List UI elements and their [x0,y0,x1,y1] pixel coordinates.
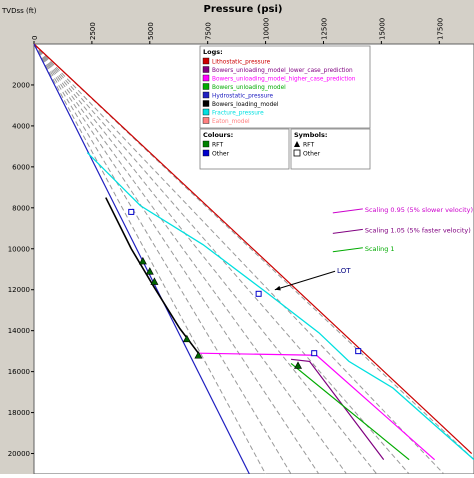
logs-legend-label: Bowers_loading_model [212,102,279,108]
y-tick-label: 10000 [8,245,30,253]
logs-legend-label: Bowers_unloading_model_higher_case_predi… [212,77,356,83]
scaling-label: Scaling 1 [365,245,395,253]
trend-line [33,43,292,475]
x-tick-label: 2500 [89,22,97,40]
rft-point [182,334,191,343]
rft-point [150,277,159,285]
trend-line [33,43,267,475]
scaling-label: Scaling 0.95 (5% slower velocity) [365,206,473,214]
logs-legend-label: Fracture_pressure [212,111,264,117]
symbols-legend-box [290,128,371,170]
colours-legend-label: Other [212,151,230,158]
scaling-leader [332,228,363,234]
y-tick-label: 14000 [8,327,30,335]
colours-legend-swatch [202,149,210,157]
logs-legend-swatch [202,74,210,82]
symbols-legend-label: Other [303,151,321,158]
rft-point [138,256,147,265]
logs-legend-swatch [202,83,210,90]
x-tick-label: 5000 [147,22,155,40]
logs-legend-label: Hydrostatic_pressure [212,94,274,100]
chart-title: Pressure (psi) [204,4,283,15]
series-line-lithostatic-pressure [33,43,473,454]
series-line-fracture-pressure [86,152,474,461]
logs-legend-label: Eaton_model [212,119,250,125]
other-point [255,290,262,297]
rft-point [293,361,303,369]
symbols-legend-label: RFT [303,142,315,149]
lot-arrow-head [274,285,281,291]
logs-legend-label: Lithostatic_pressure [212,60,271,66]
colours-legend-label: RFT [212,142,224,149]
x-tick-label: 10000 [263,18,271,40]
x-tick-label: 0 [31,36,39,40]
scaling-leader [332,208,363,214]
logs-legend-swatch [202,117,210,124]
logs-legend-box [199,45,371,129]
series-line-hydrostatic-pressure [33,43,250,475]
y-axis-label: TVDss (ft) [1,7,37,15]
scaling-leader [332,247,363,253]
rft-point [194,351,203,359]
y-tick-label: 12000 [8,286,30,294]
series-line-bowers-unloading-model-lower-case-prediction [290,358,385,461]
lot-arrow-line [274,270,336,291]
trend-line [33,43,445,475]
trend-line [33,43,410,475]
series-line-bowers-unloading-model [290,362,410,461]
scaling-label: Scaling 1.05 (5% faster velocity) [365,226,471,234]
y-tick-label: 4000 [12,122,30,130]
lot-label: LOT [337,267,351,275]
trend-line [33,43,320,475]
y-tick-label: 8000 [12,204,30,212]
symbols-legend-triangle [294,141,300,147]
logs-legend-title: Logs: [203,48,223,56]
logs-legend-swatch [202,100,210,107]
symbols-legend-square [293,149,301,157]
colours-legend-swatch [202,140,210,148]
logs-legend-swatch [202,57,210,65]
colours-legend-box [199,128,290,170]
y-tick-label: 16000 [8,368,30,376]
y-tick-label: 20000 [8,450,30,458]
colours-legend-title: Colours: [203,131,233,139]
rft-point [145,267,154,275]
logs-legend-label: Bowers_unloading_model [212,85,286,91]
x-tick-label: 7500 [205,22,213,40]
symbols-legend-title: Symbols: [294,131,328,139]
logs-legend-label: Bowers_unloading_model_lower_case_predic… [212,68,353,74]
other-point [355,348,362,355]
other-point [128,208,135,215]
trend-line [33,43,378,475]
x-tick-label: 17500 [436,18,444,40]
y-tick-label: 2000 [12,81,30,89]
logs-legend-swatch [202,66,210,73]
x-tick-label: 12500 [320,18,328,40]
logs-legend-swatch [202,108,210,116]
y-tick-label: 6000 [12,163,30,171]
trend-line [33,43,348,475]
x-tick-label: 15000 [378,18,386,40]
other-point [311,350,318,357]
y-tick-label: 18000 [8,409,30,417]
logs-legend-swatch [202,91,210,99]
